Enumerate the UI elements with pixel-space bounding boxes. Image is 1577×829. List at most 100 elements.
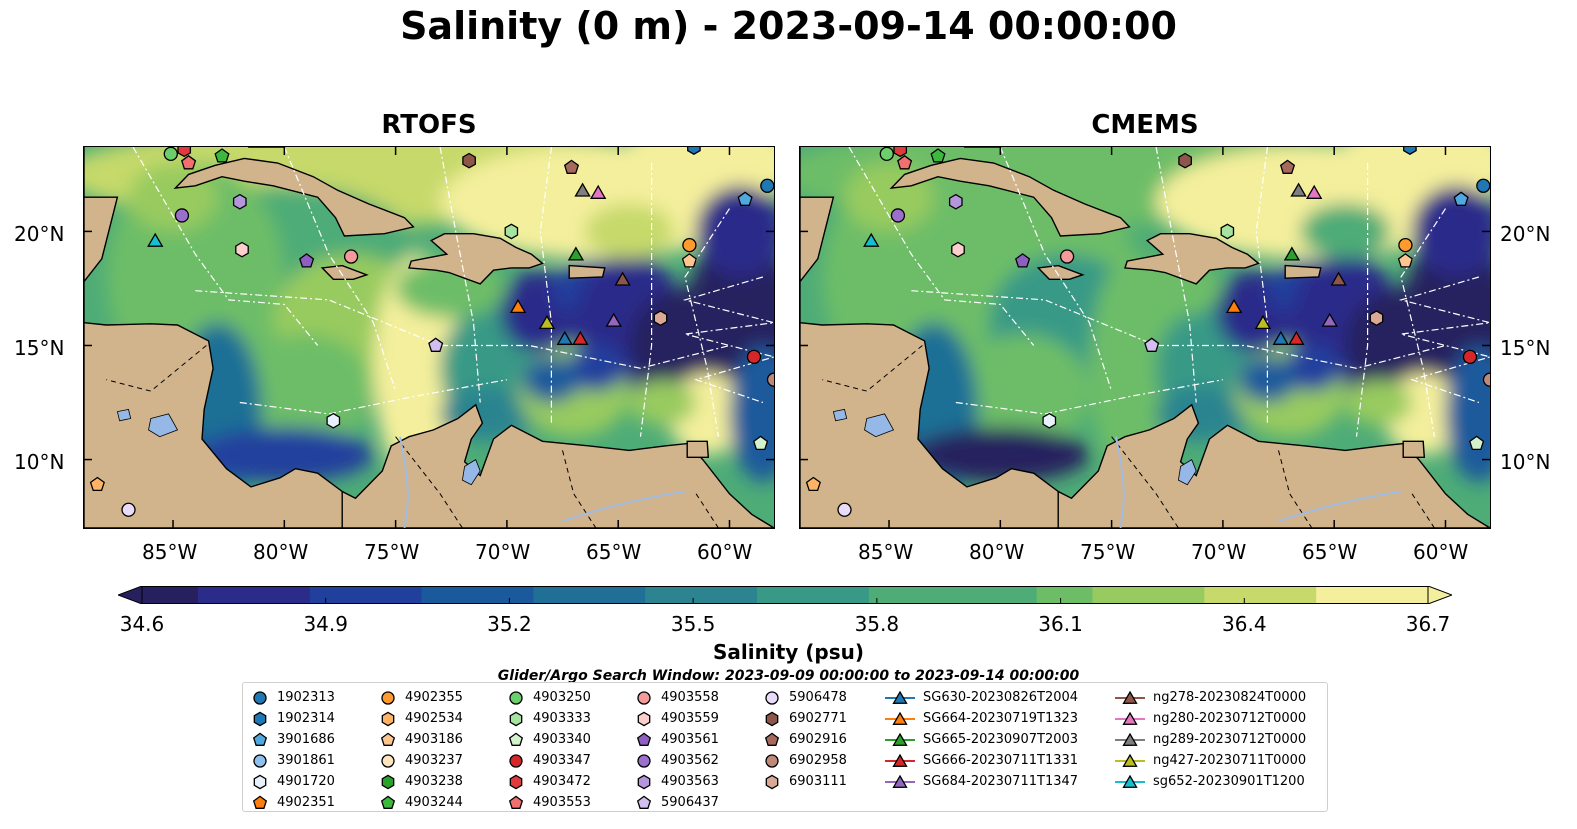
colorbar-segment: [365, 586, 423, 604]
legend-item: 5906437: [635, 792, 719, 813]
eez-boundary-1: [283, 147, 397, 392]
legend-label: ng427-20230711T0000: [1153, 753, 1307, 768]
marker-4903563: [232, 193, 247, 210]
legend-marker-SG664-20230719T1323: [892, 711, 908, 725]
lat-label-20n-right: 20°N: [1500, 222, 1551, 246]
legend-item: 4903340: [507, 729, 591, 750]
colorbar-segment: [645, 586, 702, 604]
lake-1: [864, 413, 895, 438]
legend-marker-4902351: [252, 795, 268, 809]
marker-4903238-b: [805, 476, 821, 492]
legend-item: 4903186: [379, 729, 463, 750]
lon-label-75w-right: 75°W: [1080, 540, 1136, 564]
legend-marker-SG684-20230711T1347: [892, 774, 908, 788]
legend-marker-4903237: [381, 753, 395, 768]
marker-SG630: [1272, 330, 1289, 345]
legend-marker-4903333: [509, 711, 523, 726]
marker-sg652: [863, 232, 880, 247]
marker-ng278: [614, 271, 631, 286]
legend-label: 4903238: [405, 774, 463, 789]
legend-item: 4903559: [635, 708, 719, 729]
legend-marker-4903238: [381, 774, 395, 789]
legend-marker-6902771: [765, 711, 779, 726]
panel-title-rtofs: RTOFS: [381, 110, 477, 140]
legend-item: 4903238: [379, 771, 463, 792]
colorbar-extend-min: [118, 586, 143, 604]
colorbar-segment: [533, 586, 590, 604]
legend-label: 4902351: [277, 795, 335, 810]
legend-item: 4902534: [379, 708, 463, 729]
lon-label-60w-right: 60°W: [1413, 540, 1469, 564]
colorbar-segment: [701, 586, 758, 604]
legend-marker-3901686: [252, 732, 268, 746]
marker-SG684: [605, 312, 622, 327]
legend-marker-4903559: [637, 711, 651, 726]
marker-4903559: [951, 241, 965, 258]
country-border-0: [822, 345, 923, 392]
country-border-2: [1278, 450, 1313, 528]
landmass-0: [800, 147, 835, 528]
colorbar-tick-label: 36.7: [1405, 612, 1451, 636]
landmass-2: [1057, 403, 1490, 528]
marker-6902916: [1279, 159, 1296, 174]
legend-item: SG664-20230719T1323: [885, 708, 1078, 729]
map-panel-cmems: [799, 146, 1491, 529]
legend-label: 6902958: [789, 753, 847, 768]
eez-boundary-8: [1398, 276, 1490, 404]
legend-label: 4903340: [533, 732, 591, 747]
legend-column: 4903250 4903333 4903340 4903347 4903472 49035…: [507, 687, 591, 813]
colorbar-segment: [980, 586, 1038, 604]
legend-label: 5906478: [789, 690, 847, 705]
lat-label-10n-left: 10°N: [14, 450, 65, 474]
colorbar: [118, 586, 1452, 604]
legend-item: 1902313: [251, 687, 335, 708]
lon-label-80w-right: 80°W: [969, 540, 1025, 564]
legend-item: 3901686: [251, 729, 335, 750]
marker-5906478: [837, 502, 852, 517]
colorbar-tick-label: 35.8: [854, 612, 900, 636]
colorbar-segment: [1372, 586, 1429, 604]
lon-label-65w-left: 65°W: [586, 540, 642, 564]
legend-label: SG684-20230711T1347: [923, 774, 1079, 789]
legend-marker-ng289-20230712T0000: [1122, 732, 1138, 746]
landmass-5: [320, 264, 369, 280]
eez-boundary-6: [955, 379, 1224, 415]
colorbar-segment: [253, 586, 311, 604]
marker-4903340: [753, 435, 769, 451]
legend-marker-sg652-20230901T1200: [1122, 774, 1138, 788]
colorbar-tick-label: 35.2: [487, 612, 532, 636]
landmass-4: [1124, 233, 1260, 285]
legend-marker-ng278-20230824T0000: [1122, 690, 1138, 704]
eez-boundary-4: [639, 163, 653, 437]
legend-marker-4903563: [637, 774, 651, 789]
legend-label: 4903250: [533, 690, 591, 705]
legend: 1902313 1902314 3901686 3901861 4901720 49023…: [242, 682, 1328, 812]
legend-label: 4903559: [661, 711, 719, 726]
landmass-5: [1036, 264, 1085, 280]
legend-marker-4902355: [381, 690, 395, 705]
marker-4903563: [948, 193, 963, 210]
legend-marker-ng280-20230712T0000: [1122, 711, 1138, 725]
legend-item: 4901720: [251, 771, 335, 792]
legend-marker-3901861: [253, 753, 267, 768]
marker-4903553: [897, 154, 913, 170]
marker-4903238-b: [89, 476, 105, 492]
colorbar-segment: [309, 586, 367, 604]
marker-4903244: [214, 148, 230, 163]
legend-marker-4903553: [508, 795, 524, 809]
colorbar-segment: [924, 586, 982, 604]
legend-label: 4901720: [277, 774, 335, 789]
landmass-0: [84, 147, 119, 528]
legend-marker-4903186: [380, 732, 396, 746]
legend-label: 4902534: [405, 711, 463, 726]
legend-marker-4901720: [253, 774, 267, 789]
marker-6902916: [563, 159, 580, 174]
river-orinoco: [562, 490, 686, 523]
legend-item: 4903472: [507, 771, 591, 792]
colorbar-label: Salinity (psu): [712, 640, 864, 664]
legend-label: 4903562: [661, 753, 719, 768]
eez-boundary-4: [1355, 163, 1369, 437]
map-panel-rtofs: [83, 146, 775, 529]
marker-4903250: [879, 147, 894, 161]
legend-label: 4903333: [533, 711, 591, 726]
